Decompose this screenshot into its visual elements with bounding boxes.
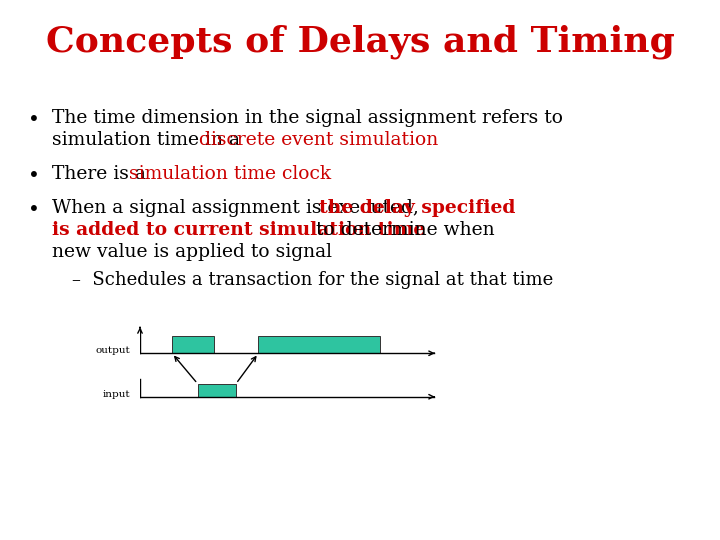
Bar — [197, 384, 236, 397]
Text: –  Schedules a transaction for the signal at that time: – Schedules a transaction for the signal… — [72, 271, 553, 289]
Text: output: output — [96, 346, 130, 355]
Text: to determine when: to determine when — [310, 221, 495, 239]
Text: When a signal assignment is executed,: When a signal assignment is executed, — [52, 199, 425, 217]
Text: •: • — [28, 167, 40, 186]
Text: discrete event simulation: discrete event simulation — [199, 131, 438, 149]
Text: input: input — [103, 390, 130, 399]
Text: The time dimension in the signal assignment refers to: The time dimension in the signal assignm… — [52, 109, 563, 127]
Text: new value is applied to signal: new value is applied to signal — [52, 242, 332, 261]
Text: There is a: There is a — [52, 165, 152, 183]
Text: simulation time clock: simulation time clock — [129, 165, 331, 183]
Bar — [258, 336, 380, 353]
Text: •: • — [28, 111, 40, 130]
Text: Concepts of Delays and Timing: Concepts of Delays and Timing — [45, 25, 675, 59]
Text: •: • — [28, 201, 40, 220]
Text: the delay specified: the delay specified — [319, 199, 516, 217]
Text: is added to current simulation time: is added to current simulation time — [52, 221, 426, 239]
Bar — [172, 336, 214, 353]
Text: simulation time in a: simulation time in a — [52, 131, 246, 149]
